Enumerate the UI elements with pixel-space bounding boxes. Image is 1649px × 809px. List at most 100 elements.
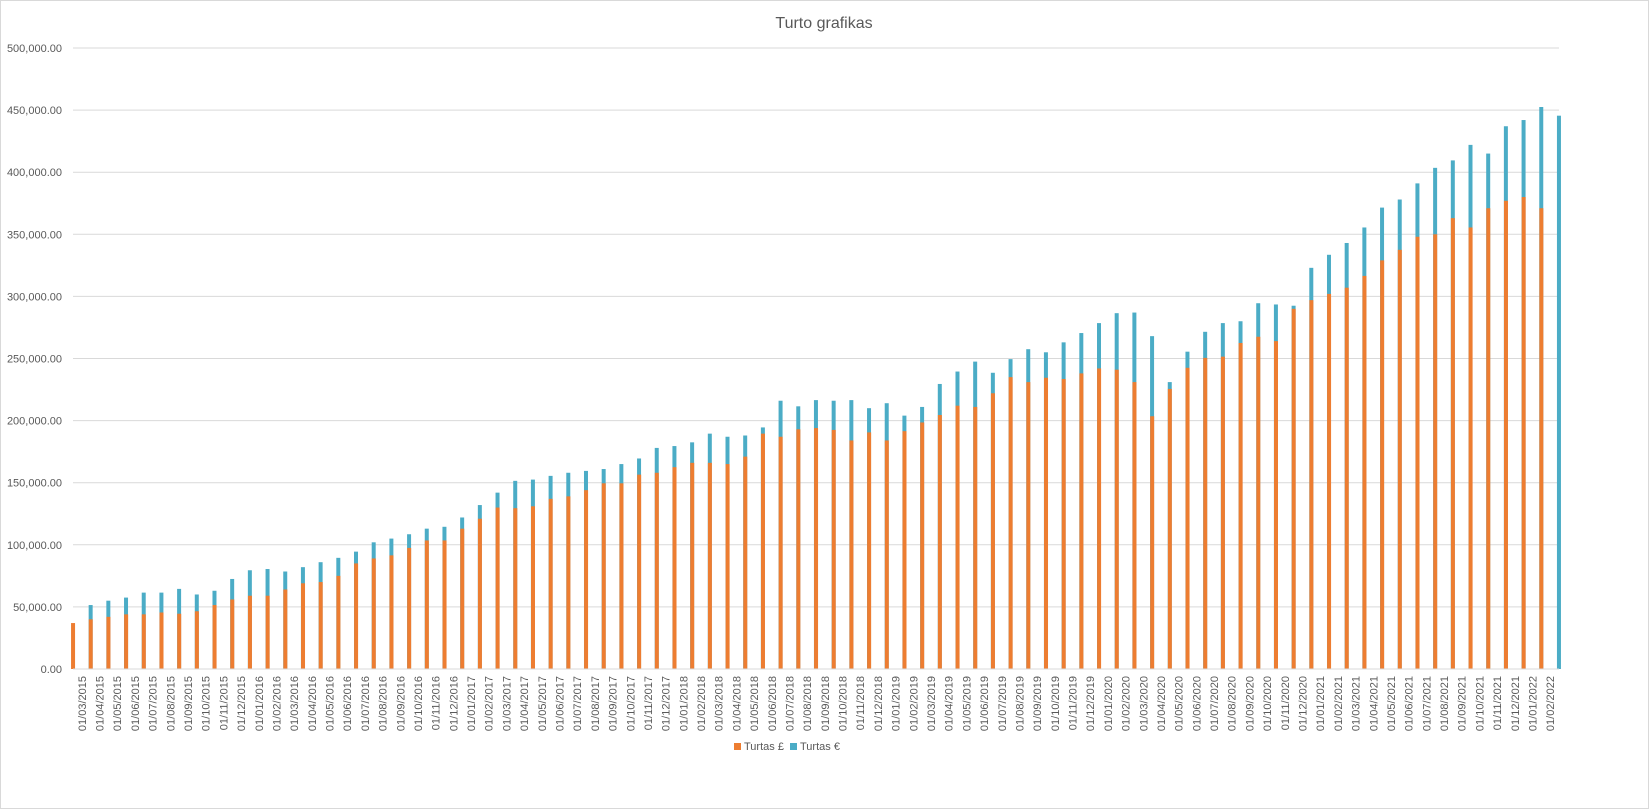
x-tick-label: 01/11/2018 [855, 676, 867, 730]
bar-gbp [194, 611, 199, 669]
bar-gbp [177, 613, 182, 669]
x-tick-label: 01/07/2021 [1421, 676, 1433, 731]
x-tick-label: 01/08/2021 [1439, 676, 1451, 731]
x-tick-label: 01/04/2016 [307, 676, 319, 731]
bar-gbp [690, 462, 695, 669]
bar-gbp [1468, 227, 1473, 669]
bar-gbp [849, 440, 854, 669]
x-tick-label: 01/12/2016 [448, 676, 460, 731]
x-tick-label: 01/08/2018 [802, 676, 814, 731]
bar-gbp [230, 599, 235, 669]
x-tick-label: 01/10/2017 [625, 676, 637, 731]
x-tick-label: 01/06/2015 [130, 676, 142, 731]
x-tick-label: 01/12/2021 [1510, 676, 1522, 731]
bar-gbp [1256, 336, 1261, 669]
y-tick-label: 150,000.00 [7, 478, 62, 490]
bar-gbp [460, 528, 465, 669]
x-tick-label: 01/11/2021 [1492, 676, 1504, 730]
x-tick-label: 01/11/2019 [1068, 676, 1080, 730]
bar-gbp [955, 405, 960, 669]
bar-gbp [601, 483, 606, 669]
x-tick-label: 01/01/2020 [1103, 676, 1115, 731]
bar-gbp [637, 474, 642, 669]
bar-gbp [1362, 275, 1367, 669]
bar-gbp [159, 612, 164, 669]
bar-gbp [442, 540, 447, 669]
x-tick-label: 01/11/2015 [218, 676, 230, 730]
bar-gbp [920, 422, 925, 669]
y-tick-label: 50,000.00 [13, 602, 62, 614]
bar-gbp [1539, 208, 1544, 669]
x-tick-label: 01/05/2019 [961, 676, 973, 731]
x-tick-label: 01/09/2018 [820, 676, 832, 731]
x-tick-label: 01/06/2021 [1404, 676, 1416, 731]
bar-eur [1556, 115, 1561, 669]
bar-gbp [389, 555, 394, 669]
bar-gbp [1185, 367, 1190, 669]
x-tick-label: 01/07/2015 [148, 676, 160, 731]
x-tick-label: 01/02/2020 [1121, 676, 1133, 731]
legend: Turtas £ Turtas € [734, 741, 840, 753]
y-tick-label: 500,000.00 [7, 43, 62, 55]
bar-gbp [1433, 234, 1438, 670]
x-tick-label: 01/03/2021 [1351, 676, 1363, 731]
x-tick-label: 01/08/2019 [1014, 676, 1026, 731]
x-tick-label: 01/01/2017 [466, 676, 478, 731]
x-tick-label: 01/05/2018 [749, 676, 761, 731]
bar-gbp [1309, 300, 1314, 669]
bar-gbp [584, 490, 589, 669]
x-tick-label: 01/05/2021 [1386, 676, 1398, 731]
x-tick-label: 01/09/2020 [1244, 676, 1256, 731]
x-tick-label: 01/12/2017 [661, 676, 673, 731]
bar-gbp [743, 456, 748, 669]
bar-gbp [71, 623, 76, 669]
bar-gbp [88, 619, 93, 669]
bar-gbp [141, 614, 146, 669]
legend-label: Turtas € [800, 741, 840, 753]
x-tick-label: 01/08/2017 [590, 676, 602, 731]
x-tick-label: 01/01/2019 [891, 676, 903, 731]
y-tick-label: 350,000.00 [7, 229, 62, 241]
legend-swatch [790, 743, 797, 750]
bar-gbp [990, 393, 995, 669]
y-tick-label: 300,000.00 [7, 291, 62, 303]
bar-gbp [424, 540, 429, 669]
bar-gbp [1450, 218, 1455, 669]
bar-gbp [1150, 416, 1155, 669]
x-tick-label: 01/10/2015 [201, 676, 213, 731]
bar-gbp [707, 462, 712, 669]
y-tick-label: 0.00 [41, 664, 62, 676]
x-tick-label: 01/08/2016 [378, 676, 390, 731]
x-axis-ticks: 01/03/2015 01/04/2015 01/05/2015 01/06/2015… [77, 676, 1557, 731]
bar-gbp [672, 467, 677, 669]
bar-gbp [1008, 377, 1013, 669]
bar-gbp [619, 483, 624, 669]
bar-gbp [725, 464, 730, 669]
x-tick-label: 01/09/2016 [395, 676, 407, 731]
y-tick-label: 100,000.00 [7, 540, 62, 552]
x-tick-label: 01/10/2016 [413, 676, 425, 731]
y-axis-ticks: 0.00 50,000.00 100,000.00 150,000.00 200,000… [7, 43, 62, 676]
bar-gbp [106, 616, 111, 669]
bar-gbp [902, 431, 907, 669]
x-tick-label: 01/02/2019 [908, 676, 920, 731]
bar-gbp [1327, 293, 1332, 669]
bar-gbp [884, 440, 889, 669]
bars [71, 107, 1561, 670]
bar-gbp [973, 406, 978, 669]
x-tick-label: 01/01/2018 [678, 676, 690, 731]
bar-gbp [937, 415, 942, 669]
x-tick-label: 01/02/2016 [271, 676, 283, 731]
bar-gbp [1380, 260, 1385, 669]
bar-gbp [1291, 308, 1296, 669]
x-tick-label: 01/06/2018 [767, 676, 779, 731]
bar-gbp [1061, 378, 1066, 669]
bar-gbp [831, 429, 836, 669]
x-tick-label: 01/04/2019 [944, 676, 956, 731]
x-tick-label: 01/12/2019 [1085, 676, 1097, 731]
x-tick-label: 01/11/2020 [1280, 676, 1292, 730]
bar-gbp [566, 496, 571, 669]
bar-gbp [654, 472, 659, 669]
